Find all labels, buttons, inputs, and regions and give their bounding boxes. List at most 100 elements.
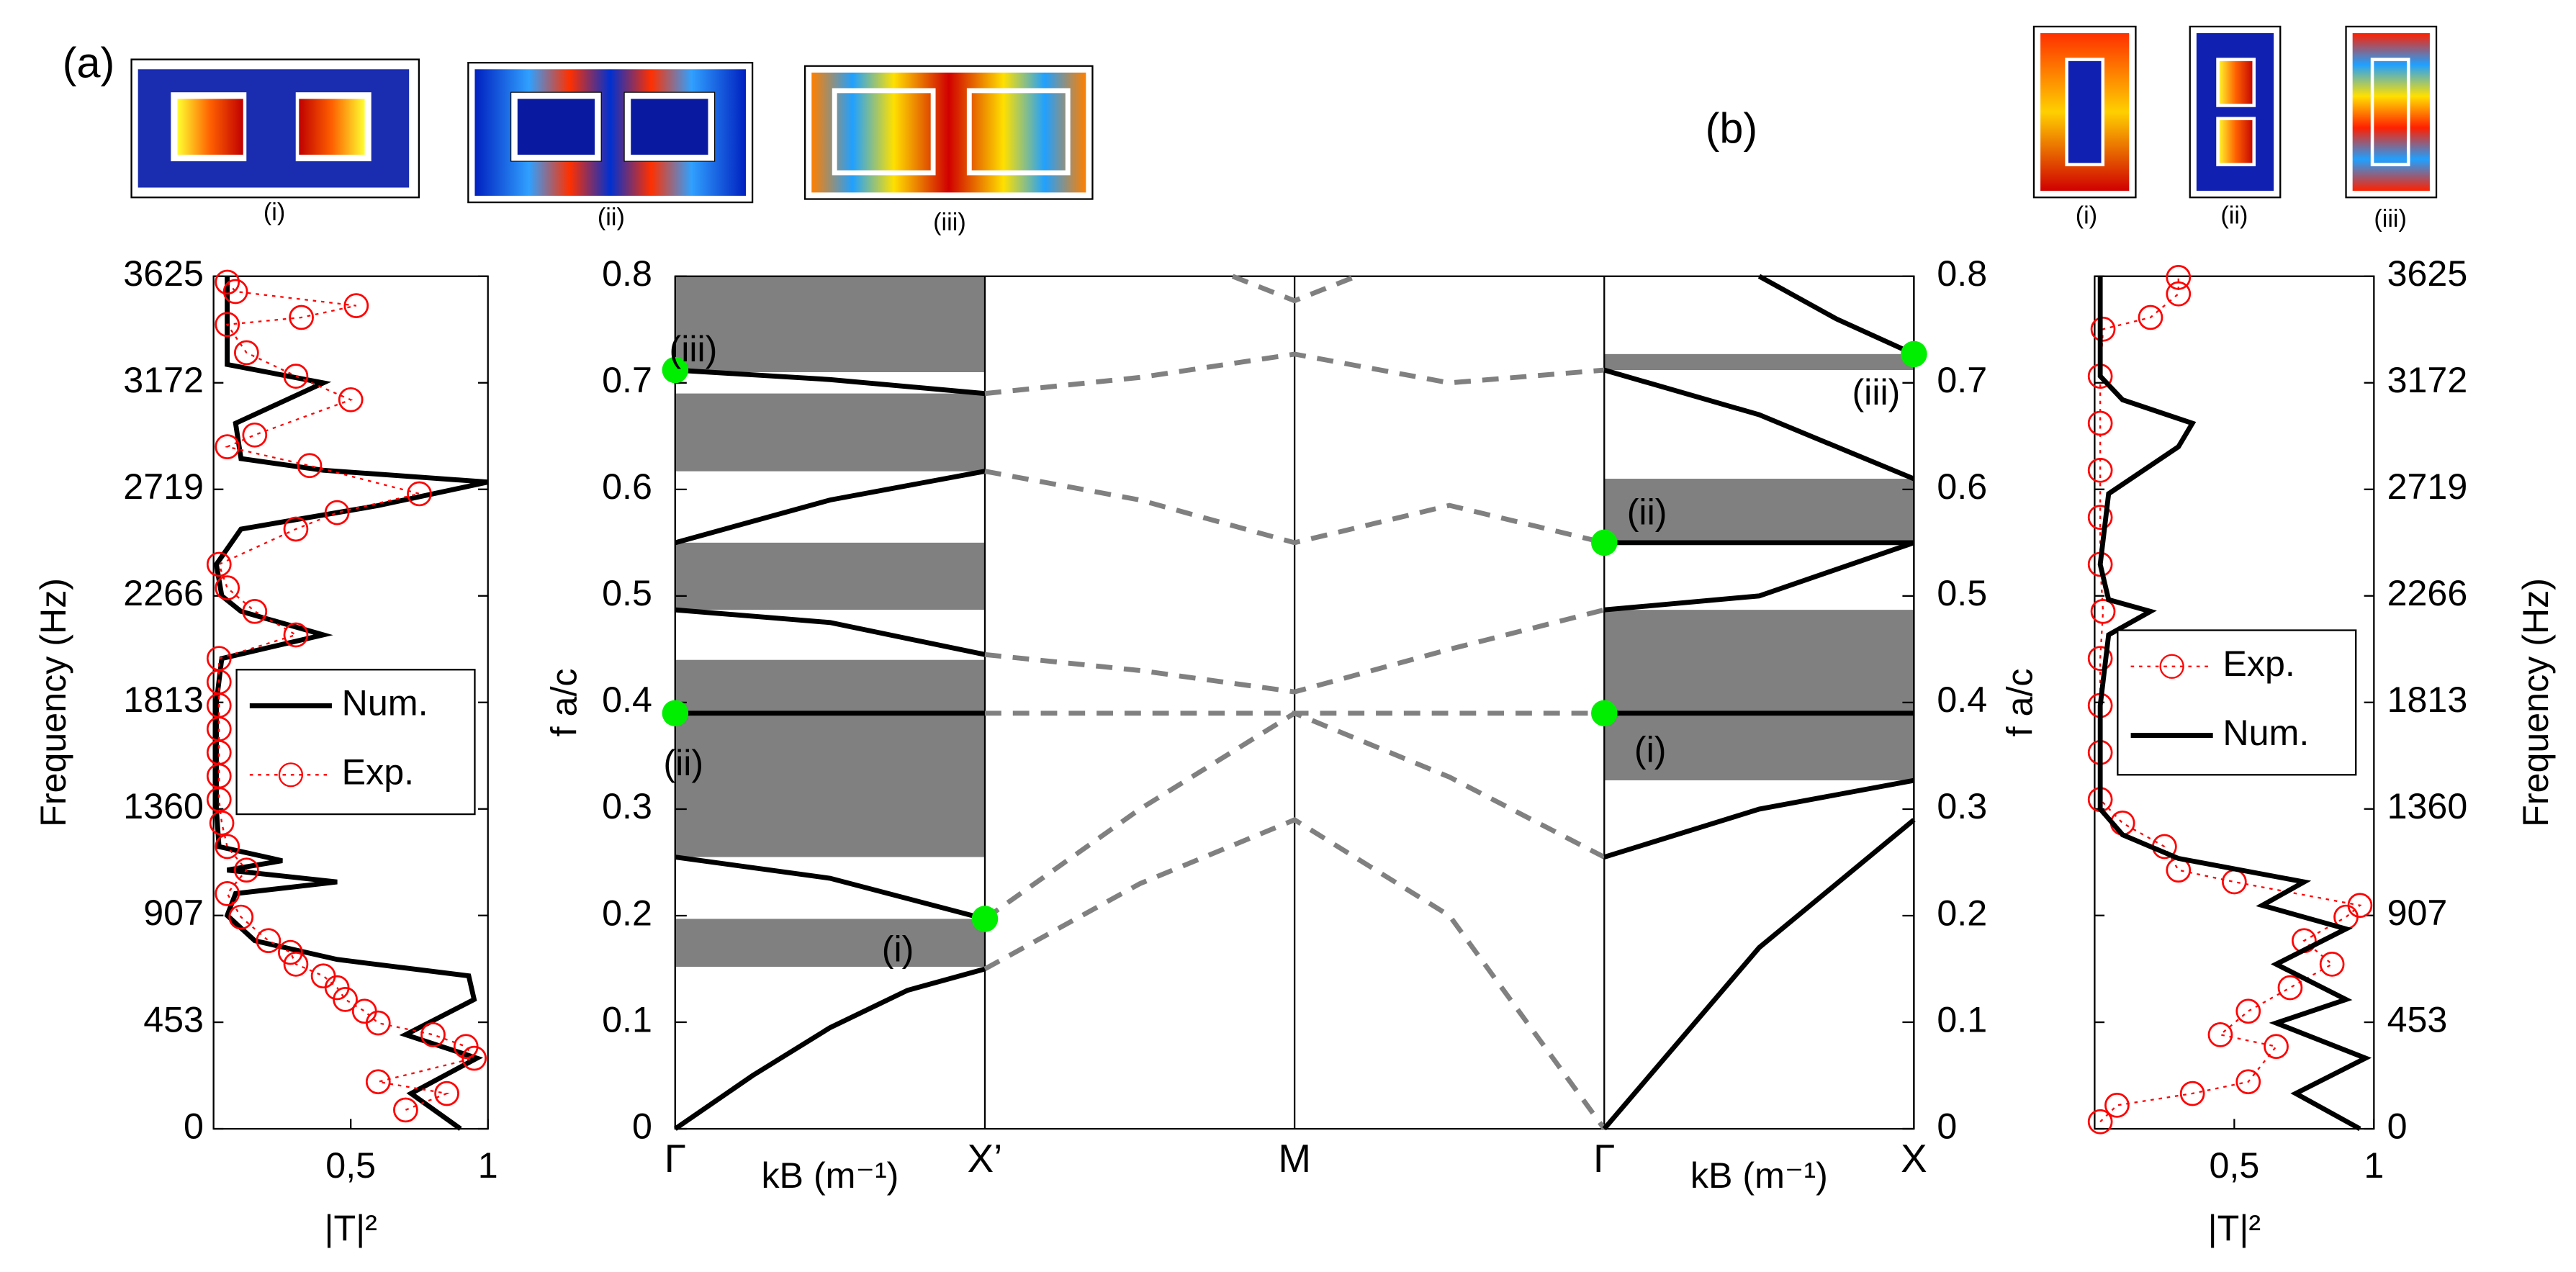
legend: Num. Exp.	[235, 669, 476, 816]
band-line	[1603, 540, 1915, 613]
x-tick-label: Γ	[665, 1136, 686, 1181]
data-point	[206, 551, 232, 577]
legend-box	[2117, 629, 2357, 776]
inset-label: (ii)	[2220, 202, 2248, 230]
band-gap	[675, 542, 985, 610]
mode-label: (ii)	[1627, 492, 1667, 532]
band-line	[984, 607, 1606, 695]
data-point	[2207, 1022, 2233, 1047]
y-tick-label: 0.7	[602, 360, 652, 400]
data-point	[283, 622, 309, 648]
y-tick-label: 0.3	[602, 786, 652, 826]
y-axis-label: f a/c	[544, 668, 585, 736]
data-point	[234, 340, 259, 366]
data-point	[2138, 305, 2163, 330]
y-tick-label: 0.1	[602, 999, 652, 1039]
y-tick-label: 2266	[123, 573, 204, 613]
legend-label: Num.	[342, 683, 428, 723]
data-point	[2235, 1069, 2261, 1095]
legend: Exp. Num.	[2117, 629, 2357, 776]
data-point	[393, 1097, 418, 1123]
inset-label: (iii)	[2374, 205, 2407, 233]
data-point	[453, 1034, 479, 1060]
band-line	[1603, 367, 1915, 482]
y-tick-label: 0	[2387, 1106, 2408, 1146]
y-tick-label: 0.4	[1937, 680, 1987, 720]
y-tick-label: 907	[2387, 893, 2448, 933]
data-point	[2264, 1034, 2289, 1060]
data-point	[215, 881, 240, 906]
y-tick-label: 0.5	[602, 573, 652, 613]
y-tick-label: 0.6	[1937, 466, 1987, 507]
mode-label: (iii)	[670, 329, 718, 369]
band-line	[984, 469, 1606, 546]
data-point	[2087, 505, 2113, 530]
x-axis-label: kB (m⁻¹)	[1690, 1155, 1828, 1196]
y-tick-label: 907	[143, 893, 204, 933]
y-tick-label: 0.7	[1937, 360, 1987, 400]
legend-marker	[2159, 654, 2184, 679]
y-tick-label: 0	[184, 1106, 204, 1146]
data-point	[351, 998, 377, 1024]
y-tick-label: 1813	[2387, 680, 2468, 720]
x-tick-label: X’	[968, 1136, 1003, 1181]
data-point	[2087, 410, 2113, 436]
panel-label: (b)	[1706, 104, 1758, 153]
data-point	[2087, 457, 2113, 483]
band-gap	[1604, 479, 1914, 543]
y-tick-label: 0	[632, 1106, 652, 1146]
data-point	[278, 939, 303, 965]
data-point	[365, 1010, 391, 1036]
y-tick-label: 2719	[123, 466, 204, 507]
x-tick-label: 1	[2364, 1145, 2384, 1186]
data-point	[365, 1069, 391, 1095]
y-tick-label: 0.6	[602, 466, 652, 507]
mode-label: (ii)	[663, 743, 703, 783]
x-tick-label: 1	[478, 1145, 498, 1186]
data-point	[289, 305, 314, 330]
data-point	[215, 834, 240, 860]
mode-label: (iii)	[1852, 372, 1900, 412]
data-point	[2090, 316, 2116, 342]
y-tick-label: 0.2	[602, 893, 652, 933]
y-tick-label: 0.8	[1937, 253, 1987, 294]
y-tick-label: 1360	[123, 786, 204, 826]
inset-label: (i)	[264, 199, 285, 226]
data-point	[2222, 869, 2247, 895]
data-point	[215, 434, 240, 459]
data-point	[2166, 265, 2192, 290]
y-tick-label: 0.2	[1937, 893, 1987, 933]
y-axis-label: Frequency (Hz)	[33, 578, 73, 827]
band-line	[1603, 777, 1915, 860]
data-point	[228, 904, 254, 930]
data-point	[407, 481, 432, 507]
data-point	[283, 516, 309, 542]
data-point	[2087, 646, 2113, 672]
band-line	[984, 351, 1605, 397]
y-tick-label: 3625	[123, 253, 204, 294]
data-line	[213, 276, 489, 1131]
data-point	[2166, 281, 2192, 307]
band-gap	[675, 276, 985, 373]
mode-label: (i)	[882, 929, 914, 969]
data-point	[206, 646, 232, 672]
inset-label: (ii)	[598, 204, 625, 231]
y-tick-label: 0.8	[602, 253, 652, 294]
data-point	[297, 453, 323, 479]
y-axis-label: f a/c	[1999, 668, 2040, 736]
band-line	[674, 469, 986, 546]
band-line	[1757, 274, 1915, 357]
data-point	[215, 575, 240, 600]
data-point	[2090, 598, 2116, 624]
mode-point	[1591, 700, 1618, 726]
inset-label: (i)	[2076, 202, 2097, 230]
data-point	[2347, 893, 2373, 919]
data-point	[206, 787, 232, 813]
legend-label: Exp.	[342, 752, 414, 793]
mode-point	[1591, 529, 1618, 556]
x-tick-label: X	[1901, 1136, 1927, 1181]
mode-point	[662, 700, 689, 726]
legend-box	[235, 669, 476, 816]
y-tick-label: 3625	[2387, 253, 2468, 294]
